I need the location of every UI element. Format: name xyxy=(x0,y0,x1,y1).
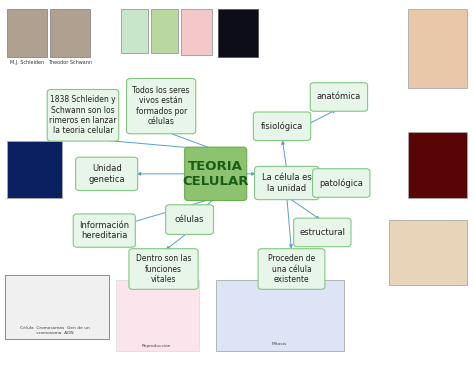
FancyBboxPatch shape xyxy=(310,83,368,111)
FancyBboxPatch shape xyxy=(47,89,118,141)
FancyBboxPatch shape xyxy=(166,205,213,234)
FancyBboxPatch shape xyxy=(253,112,311,141)
Text: patológica: patológica xyxy=(319,178,363,188)
FancyBboxPatch shape xyxy=(127,79,196,134)
Bar xyxy=(7,9,47,57)
Bar xyxy=(116,280,199,351)
Bar xyxy=(50,9,90,57)
Text: Todos los seres
vivos están
formados por
células: Todos los seres vivos están formados por… xyxy=(132,86,190,126)
Text: TEORIA
CELULAR: TEORIA CELULAR xyxy=(182,160,249,188)
Text: Unidad
genetica: Unidad genetica xyxy=(88,164,125,184)
Text: células: células xyxy=(175,215,204,224)
FancyBboxPatch shape xyxy=(75,157,137,190)
Bar xyxy=(151,9,178,53)
Text: Reproducción: Reproducción xyxy=(142,344,171,348)
Text: 1838 Schleiden y
Schwann son los
rimeros en lanzar
la teoria celular: 1838 Schleiden y Schwann son los rimeros… xyxy=(49,95,117,135)
Text: M.J. Schleiden: M.J. Schleiden xyxy=(10,60,44,66)
FancyBboxPatch shape xyxy=(129,249,198,289)
Bar xyxy=(7,141,62,198)
Bar xyxy=(216,280,344,351)
Bar xyxy=(389,220,467,285)
Text: Proceden de
una célula
existente: Proceden de una célula existente xyxy=(268,254,315,284)
FancyBboxPatch shape xyxy=(185,147,246,201)
Text: La célula es
la unidad: La célula es la unidad xyxy=(262,173,311,193)
Bar xyxy=(408,132,467,198)
FancyBboxPatch shape xyxy=(313,169,370,197)
FancyBboxPatch shape xyxy=(294,218,351,247)
Bar xyxy=(218,9,258,57)
FancyBboxPatch shape xyxy=(258,249,325,289)
Text: fisiológica: fisiológica xyxy=(261,122,303,131)
Text: Dentro son las
funciones
vitales: Dentro son las funciones vitales xyxy=(136,254,191,284)
Text: Theodor Schwann: Theodor Schwann xyxy=(48,60,92,66)
Text: Mitosis: Mitosis xyxy=(272,342,287,346)
Text: Información
hereditaria: Información hereditaria xyxy=(79,221,129,240)
Text: anatómica: anatómica xyxy=(317,93,361,101)
Bar xyxy=(408,9,467,88)
FancyBboxPatch shape xyxy=(73,214,136,247)
Bar xyxy=(121,9,148,53)
Bar xyxy=(181,9,212,55)
Bar xyxy=(5,274,109,339)
Text: Célula  Cromosomas  Gen de un
 cromosoma  ADN: Célula Cromosomas Gen de un cromosoma AD… xyxy=(19,326,90,335)
FancyBboxPatch shape xyxy=(255,166,319,200)
Text: estructural: estructural xyxy=(299,228,346,237)
